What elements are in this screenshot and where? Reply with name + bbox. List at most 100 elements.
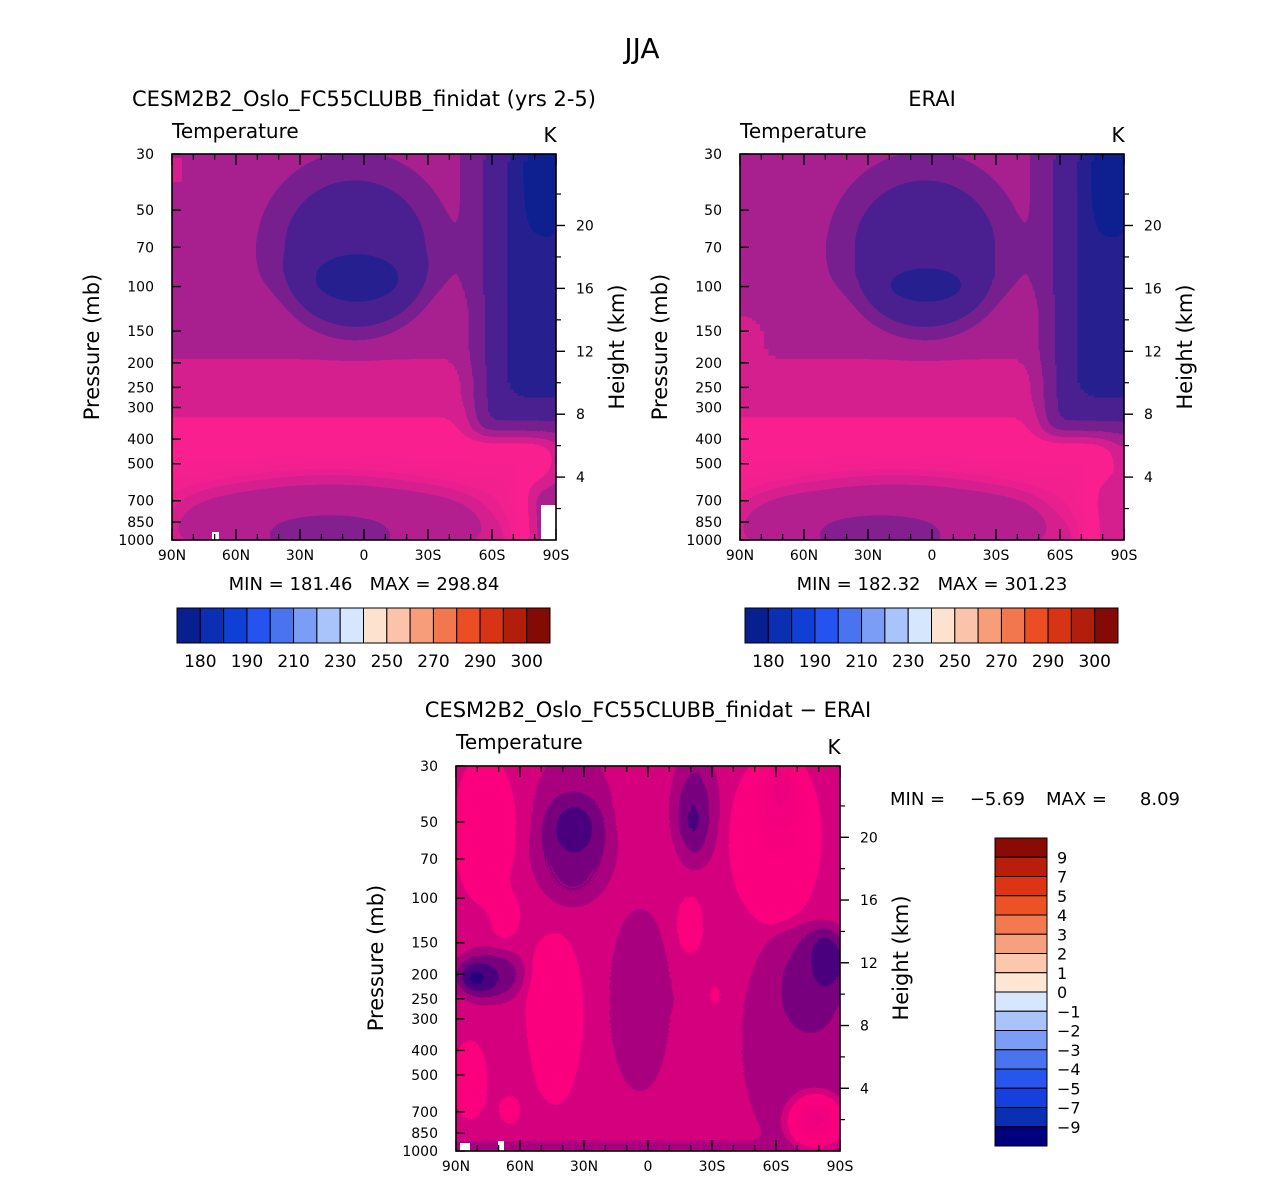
colorbar-label: 5 [1057,887,1067,906]
panel-obs: ERAI Temperature K [648,87,1197,672]
x-tick-label: 60S [479,548,506,564]
height-tick-label: 12 [1144,344,1162,360]
units-label: K [827,735,841,759]
x-tick-label: 90N [726,548,754,564]
y-axis-right: 20 16 12 8 4 [1124,193,1162,510]
y-tick-label: 250 [695,380,722,396]
colorbar-label: 180 [184,652,216,672]
y-tick-label: 100 [127,280,154,296]
colorbar-swatch [767,607,793,644]
panel-title: ERAI [908,87,956,111]
y-tick-label: 30 [136,147,154,163]
height-tick-label: 20 [1144,218,1162,234]
max-label: MAX = [1046,789,1107,810]
height-tick-label: 12 [860,956,878,972]
colorbar-label: −9 [1057,1118,1081,1137]
colorbar-swatch [316,607,341,644]
height-tick-label: 16 [576,281,594,297]
x-tick-label: 0 [360,548,369,564]
colorbar-label: −2 [1057,1022,1081,1041]
colorbar-label: −1 [1057,1002,1081,1021]
y-tick-label: 50 [420,815,438,831]
y-tick-label: 100 [411,891,438,907]
colorbar-label: 2 [1057,945,1067,964]
panel-title: CESM2B2_Oslo_FC55CLUBB_finidat − ERAI [425,698,871,723]
colorbar-swatch [994,1107,1048,1128]
colorbar-swatch [1094,607,1119,644]
x-axis: 90N 60N 30N 0 30S 60S 90S [158,154,569,564]
x-tick-label: 30S [415,548,442,564]
y-tick-label: 50 [704,203,722,219]
colorbar-label: −7 [1057,1099,1081,1118]
colorbar-swatch [994,953,1048,974]
colorbar-swatch [994,895,1048,916]
y-tick-label: 250 [411,992,438,1008]
panel-title: CESM2B2_Oslo_FC55CLUBB_finidat (yrs 2-5) [132,87,596,112]
y-tick-label: 150 [127,324,154,340]
y-tick-label: 250 [127,380,154,396]
y-tick-label: 200 [695,356,722,372]
y-tick-label: 700 [127,494,154,510]
height-tick-label: 20 [860,830,878,846]
y-tick-label: 300 [127,400,154,416]
colorbar-swatch [409,607,434,644]
colorbar-swatch [994,856,1048,877]
colorbar-labels: 180 190 210 230 250 270 290 300 [752,652,1111,672]
colorbar-swatch [199,607,225,644]
colorbar-label: −5 [1057,1079,1081,1098]
colorbar-label: 1 [1057,964,1067,983]
x-tick-label: 30N [570,1159,598,1175]
colorbar-labels: 180 190 210 230 250 270 290 300 [184,652,543,672]
contour-field [456,766,840,1151]
x-tick-label: 60N [222,548,250,564]
colorbar-label: 270 [985,652,1017,672]
y-tick-label: 1000 [686,533,722,549]
units-label: K [543,123,557,147]
y-tick-label: 500 [695,457,722,473]
panel-difference: CESM2B2_Oslo_FC55CLUBB_finidat − ERAI Te… [364,698,1180,1175]
colorbar-swatch [176,607,201,644]
colorbar-swatch [977,607,1002,644]
y-axis-right: 20 16 12 8 4 [556,193,594,510]
colorbar [994,837,1048,1147]
colorbar-swatch [814,607,839,644]
y-tick-label: 150 [411,936,438,952]
variable-label: Temperature [171,119,299,143]
colorbar-swatch [954,607,979,644]
colorbar-swatch [223,607,248,644]
x-tick-label: 0 [928,548,937,564]
x-tick-label: 90N [442,1159,470,1175]
x-axis: 90N 60N 30N 0 30S 60S 90S [442,766,853,1175]
y-tick-label: 500 [411,1068,438,1084]
min-label: MIN = [890,789,945,810]
colorbar [744,607,1119,644]
colorbar-swatch [931,607,956,644]
x-tick-label: 90S [1111,548,1138,564]
x-tick-label: 30S [699,1159,726,1175]
colorbar-label: 4 [1057,906,1067,925]
y-tick-label: 70 [420,852,438,868]
y-tick-label: 70 [136,240,154,256]
colorbar-label: 290 [1032,652,1064,672]
colorbar-swatch [994,1087,1048,1108]
x-tick-label: 60S [763,1159,790,1175]
y-tick-label: 30 [704,147,722,163]
colorbar-swatch [246,607,271,644]
y-axis-right: 20 16 12 8 4 [840,805,878,1121]
colorbar-swatch [479,607,504,644]
colorbar-label: 230 [324,652,356,672]
colorbar-swatch [744,607,769,644]
colorbar-label: 250 [371,652,403,672]
y-tick-label: 500 [127,457,154,473]
colorbar-swatch [994,972,1048,993]
height-tick-label: 4 [860,1081,869,1097]
height-tick-label: 8 [860,1019,869,1035]
colorbar-label: 3 [1057,925,1067,944]
colorbar-swatch [432,607,458,644]
figure-title: JJA [622,32,659,65]
colorbar-swatch [502,607,528,644]
colorbar-label: 300 [510,652,542,672]
y-tick-label: 150 [695,324,722,340]
colorbar-label: 7 [1057,868,1067,887]
height-tick-label: 16 [860,893,878,909]
